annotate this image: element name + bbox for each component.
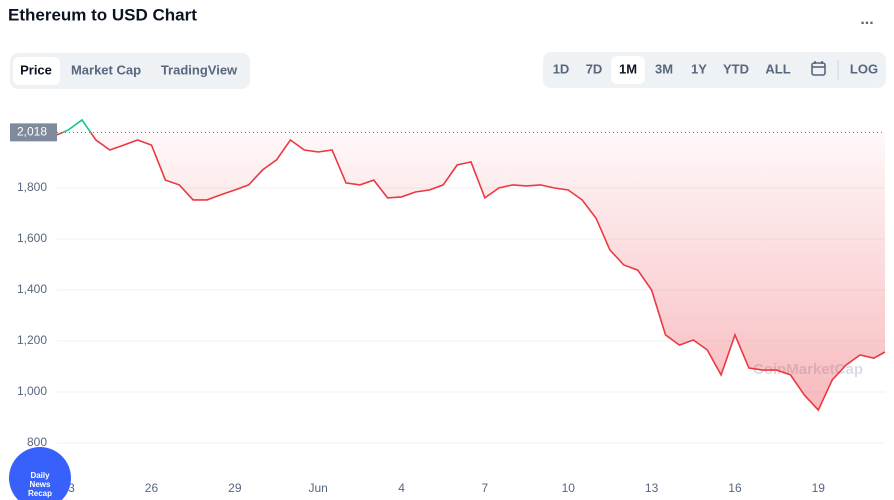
range-button[interactable]: 1D <box>553 61 570 76</box>
x-tick-label: 13 <box>645 481 659 495</box>
price-line <box>56 132 886 412</box>
x-tick-label: 10 <box>562 481 576 495</box>
y-tick-label: 800 <box>27 435 47 449</box>
badge-text: News <box>30 480 51 489</box>
range-button[interactable]: 3M <box>655 61 673 76</box>
reference-label-box <box>10 123 57 142</box>
y-tick-label: 1,000 <box>17 384 47 398</box>
chart-title: Ethereum to USD Chart <box>8 5 197 24</box>
x-tick-label: 26 <box>145 481 159 495</box>
badge <box>9 447 71 500</box>
tab-selected <box>13 57 60 85</box>
x-tick-label: 4 <box>398 481 405 495</box>
x-tick-label: 7 <box>482 481 489 495</box>
reference-label: 2,018 <box>17 125 47 139</box>
range-button[interactable]: 1M <box>619 61 637 76</box>
badge-text: Recap <box>28 489 52 498</box>
x-tick-label: Jun <box>309 481 328 495</box>
tab[interactable]: Market Cap <box>71 62 141 77</box>
range-button[interactable]: ALL <box>765 61 790 76</box>
tab[interactable]: TradingView <box>161 62 238 77</box>
y-tick-label: 1,800 <box>17 180 47 194</box>
log-button[interactable]: LOG <box>850 61 878 76</box>
x-tick-label: 16 <box>728 481 742 495</box>
range-button[interactable]: YTD <box>723 61 749 76</box>
menu[interactable]: ... <box>860 11 873 28</box>
range-button[interactable]: 7D <box>586 61 603 76</box>
x-tick-label: 29 <box>228 481 242 495</box>
y-tick-label: 1,200 <box>17 333 47 347</box>
badge-text: Daily <box>30 471 50 480</box>
tab[interactable]: Price <box>20 62 52 77</box>
y-tick-label: 1,400 <box>17 282 47 296</box>
calendar-icon[interactable] <box>811 61 826 76</box>
area <box>57 132 885 411</box>
range-button[interactable]: 1Y <box>691 61 707 76</box>
x-tick-label: 19 <box>812 481 826 495</box>
range-selected <box>611 56 645 84</box>
tab-group <box>10 53 250 89</box>
y-tick-label: 1,600 <box>17 231 47 245</box>
